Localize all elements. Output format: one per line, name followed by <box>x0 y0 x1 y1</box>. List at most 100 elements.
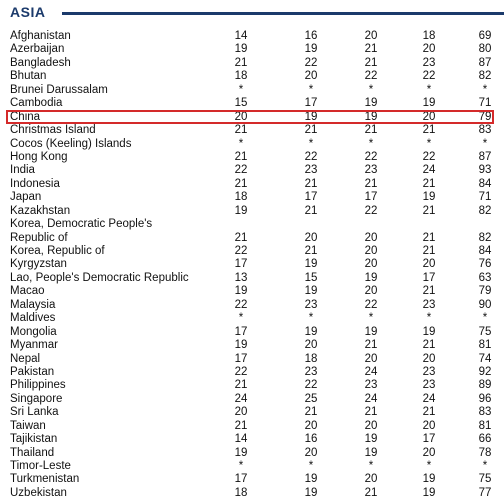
score-cell: 24 <box>422 164 436 177</box>
country-name: Macao <box>10 285 45 298</box>
table-row: Macao 19 19 20 21 79 <box>10 285 504 298</box>
score-cell: 13 <box>234 271 248 284</box>
score-cell: 21 <box>234 56 248 69</box>
score-cell: 20 <box>422 258 436 271</box>
score-cell: 20 <box>364 352 378 365</box>
score-cell: 21 <box>304 124 318 137</box>
score-cell: 19 <box>422 191 436 204</box>
score-cell: 20 <box>422 419 436 432</box>
score-cell: 22 <box>234 164 248 177</box>
country-name: Azerbaijan <box>10 43 65 56</box>
score-cell: 24 <box>422 392 436 405</box>
table-row: Pakistan 22 23 24 23 92 <box>10 366 504 379</box>
score-cell: 21 <box>422 204 436 217</box>
score-cell: 22 <box>364 70 378 83</box>
score-cell: 23 <box>422 298 436 311</box>
country-name: Bangladesh <box>10 56 71 69</box>
score-cell: 19 <box>422 325 436 338</box>
score-cell: 23 <box>304 164 318 177</box>
score-cell: 21 <box>422 245 436 257</box>
score-cell: 20 <box>364 473 378 486</box>
score-cell: 80 <box>478 43 492 56</box>
score-cell: 23 <box>364 164 378 177</box>
score-cell: * <box>238 460 244 472</box>
score-cell: 21 <box>364 339 378 352</box>
table-row: China 20 19 19 20 79 <box>10 111 504 124</box>
score-cell: 21 <box>422 285 436 298</box>
score-cell: 21 <box>364 43 378 56</box>
score-cell: 18 <box>422 30 436 42</box>
table-row: India 22 23 23 24 93 <box>10 164 504 177</box>
table-row: Afghanistan 14 16 20 18 69 <box>10 30 504 43</box>
score-cell: 16 <box>304 30 318 42</box>
score-cell: 71 <box>478 97 492 110</box>
table-row: Bangladesh 21 22 21 23 87 <box>10 57 504 70</box>
score-cell: 22 <box>234 245 248 257</box>
score-cell: 22 <box>234 298 248 311</box>
score-cell: 20 <box>422 110 436 123</box>
score-cell: 24 <box>234 392 248 405</box>
country-name: Korea, Democratic People's <box>10 218 153 231</box>
score-cell: * <box>308 83 314 96</box>
score-cell: 23 <box>304 365 318 378</box>
score-cell: 19 <box>304 285 318 298</box>
score-cell: 21 <box>422 231 436 244</box>
score-cell: * <box>308 312 314 325</box>
score-cell: 23 <box>304 298 318 311</box>
score-cell: 75 <box>478 325 492 338</box>
score-cell: 92 <box>478 365 492 378</box>
table-row: Thailand 19 20 19 20 78 <box>10 447 504 460</box>
section-header: ASIA <box>10 4 504 22</box>
country-name: Bhutan <box>10 70 47 83</box>
score-cell: 77 <box>478 486 492 499</box>
score-cell: 19 <box>304 258 318 271</box>
score-cell: 21 <box>422 124 436 137</box>
table-row: Indonesia 21 21 21 21 84 <box>10 178 504 191</box>
country-name: Malaysia <box>10 298 56 311</box>
score-cell: 21 <box>304 204 318 217</box>
score-cell: 20 <box>234 110 248 123</box>
country-name: Taiwan <box>10 419 46 432</box>
score-cell: 81 <box>478 419 492 432</box>
score-cell: 22 <box>364 150 378 163</box>
score-cell: * <box>482 312 488 325</box>
score-cell: 23 <box>422 379 436 392</box>
score-cell: 19 <box>422 97 436 110</box>
score-cell: 22 <box>364 204 378 217</box>
score-cell: 93 <box>478 164 492 177</box>
score-cell: 23 <box>422 56 436 69</box>
table-row: Christmas Island 21 21 21 21 83 <box>10 124 504 137</box>
score-cell: 20 <box>364 419 378 432</box>
table-row: Cambodia 15 17 19 19 71 <box>10 97 504 110</box>
score-cell: 20 <box>304 231 318 244</box>
country-name: Maldives <box>10 312 56 325</box>
score-cell: 19 <box>364 433 378 446</box>
score-cell: 21 <box>234 124 248 137</box>
country-name: Lao, People's Democratic Republic <box>10 271 189 284</box>
score-cell: 21 <box>364 486 378 499</box>
country-name: Kazakhstan <box>10 204 71 217</box>
table-row: Myanmar 19 20 21 21 81 <box>10 339 504 352</box>
score-cell: 22 <box>234 365 248 378</box>
score-cell: 20 <box>422 43 436 56</box>
table-row: Philippines 21 22 23 23 89 <box>10 379 504 392</box>
score-cell: 19 <box>304 486 318 499</box>
table-row: Timor-Leste * * * * * <box>10 460 504 473</box>
score-cell: * <box>308 137 314 150</box>
score-cell: 21 <box>234 150 248 163</box>
score-cell: * <box>426 312 432 325</box>
score-cell: 76 <box>478 258 492 271</box>
score-cell: 15 <box>304 271 318 284</box>
country-name: Sri Lanka <box>10 406 59 419</box>
table-row: Singapore 24 25 24 24 96 <box>10 393 504 406</box>
table-row: Azerbaijan 19 19 21 20 80 <box>10 43 504 56</box>
country-name: Japan <box>10 191 42 204</box>
score-cell: 82 <box>478 231 492 244</box>
score-cell: 17 <box>422 271 436 284</box>
score-cell: 20 <box>422 352 436 365</box>
country-name: Afghanistan <box>10 30 71 42</box>
table-row: Kyrgyzstan 17 19 20 20 76 <box>10 258 504 271</box>
table-row: Cocos (Keeling) Islands * * * * * <box>10 138 504 151</box>
score-cell: 18 <box>234 70 248 83</box>
score-cell: * <box>426 83 432 96</box>
